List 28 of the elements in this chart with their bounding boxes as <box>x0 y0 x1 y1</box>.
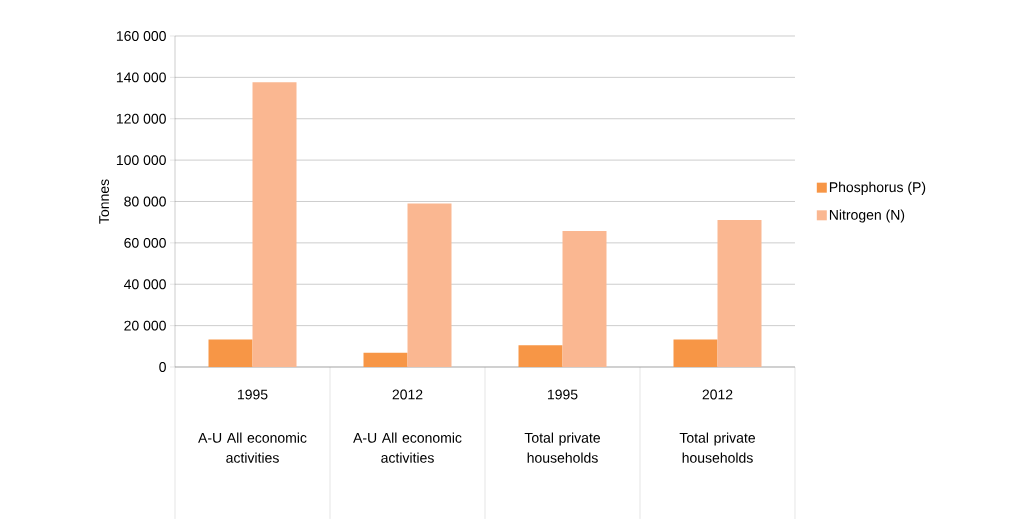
x-tick-label: 1995 <box>548 389 578 400</box>
y-tick-label: 40 000 <box>123 279 166 290</box>
x-tick-label: 2012 <box>392 389 423 400</box>
bar <box>673 339 718 367</box>
x-tick-label: 2012 <box>702 389 733 400</box>
x-tick-label: 1995 <box>238 389 268 400</box>
text: Total private households <box>679 432 755 463</box>
bar <box>717 219 762 367</box>
bar <box>518 345 563 367</box>
y-tick-label: 120 000 <box>116 113 166 124</box>
y-axis-title: Tonnes <box>99 179 110 224</box>
text: A-U All economic activities <box>198 432 307 463</box>
y-tick-label: 160 000 <box>116 31 166 41</box>
legend-label: Phosphorus (P) <box>829 181 926 195</box>
bar <box>208 339 253 367</box>
text: Total private households <box>524 432 600 463</box>
y-tick-label: 80 000 <box>124 196 166 207</box>
y-tick-label: 0 <box>159 362 166 372</box>
y-tick-label: 100 000 <box>116 155 166 166</box>
y-tick-label: 140 000 <box>116 72 166 83</box>
bar <box>407 203 452 367</box>
legend-label: Nitrogen (N) <box>829 209 905 223</box>
bar <box>562 231 607 367</box>
bar <box>252 82 297 367</box>
y-tick-label: 20 000 <box>124 320 166 331</box>
y-tick-label: 60 000 <box>124 237 166 248</box>
text: A-U All economic activities <box>353 432 462 463</box>
bar <box>363 352 408 367</box>
